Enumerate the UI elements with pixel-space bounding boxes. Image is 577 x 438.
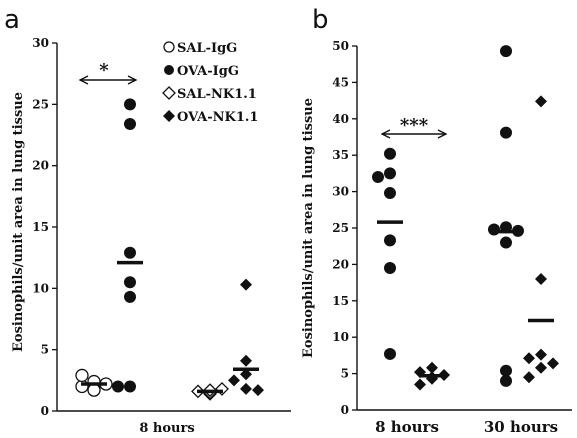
data-point-ova-igg <box>124 380 136 393</box>
data-point-ova-igg <box>124 117 136 130</box>
y-tick-label: 30 <box>32 36 49 50</box>
data-point-8-hours-ova-igg <box>384 262 396 275</box>
legend-item-sal-nk11: SAL-NK1.1 <box>162 86 257 102</box>
legend-item-ova-igg: OVA-IgG <box>164 64 239 79</box>
panel-a-x-axis-label: 8 hours <box>139 421 194 436</box>
data-point-30-hours-ova-igg <box>500 236 512 249</box>
data-point-30-hours-ova-nk1-1 <box>535 348 547 361</box>
data-point-8-hours-ova-igg <box>384 167 396 180</box>
legend-item-ova-nk11: OVA-NK1.1 <box>163 110 258 125</box>
data-point-ova-nk1-1 <box>240 368 252 381</box>
legend-item-sal-igg: SAL-IgG <box>163 41 237 56</box>
data-point-30-hours-ova-nk1-1 <box>547 357 559 370</box>
y-tick-label: 10 <box>32 281 49 295</box>
data-point-ova-nk1-1 <box>240 354 252 367</box>
data-point-30-hours-ova-igg <box>500 126 512 139</box>
data-point-30-hours-ova-igg <box>488 223 500 236</box>
data-point-30-hours-ova-igg <box>500 364 512 377</box>
data-point-ova-nk1-1 <box>240 382 252 395</box>
data-point-ova-igg <box>124 98 136 111</box>
data-point-ova-nk1-1 <box>252 384 264 397</box>
y-tick-label: 25 <box>32 97 49 111</box>
data-point-ova-nk1-1 <box>228 374 240 387</box>
legend-filled-circle-marker <box>164 65 174 75</box>
legend-open-circle-marker <box>163 41 175 53</box>
y-tick-label: 0 <box>341 403 349 417</box>
panel-b-letter: b <box>312 5 329 35</box>
panel-a-legend: SAL-IgG OVA-IgG SAL-NK1.1 OVA-NK1.1 <box>162 41 258 125</box>
data-point-ova-igg <box>124 290 136 303</box>
data-point-30-hours-ova-nk1-1 <box>523 352 535 365</box>
panel-b-marks <box>372 45 559 391</box>
y-tick-label: 25 <box>332 221 349 235</box>
data-point-ova-igg <box>112 380 124 393</box>
y-tick-label: 40 <box>332 112 349 126</box>
y-tick-label: 15 <box>32 220 49 234</box>
y-tick-label: 5 <box>341 367 349 381</box>
panel-b-x-category-30-hours: 30 hours <box>484 418 558 436</box>
data-point-8-hours-ova-igg <box>384 347 396 360</box>
legend-label-ova-nk11: OVA-NK1.1 <box>177 110 258 125</box>
data-point-30-hours-ova-nk1-1 <box>535 361 547 374</box>
y-tick-label: 10 <box>332 330 349 344</box>
y-tick-label: 15 <box>332 294 349 308</box>
panel-a-significance-label: * <box>99 60 109 81</box>
data-point-8-hours-ova-igg <box>372 171 384 184</box>
panel-a-letter: a <box>4 5 20 35</box>
y-tick-label: 35 <box>332 148 349 162</box>
panel-b-significance-label: *** <box>400 115 429 136</box>
panel-a-ticks: 0 5 10 15 20 25 30 <box>32 36 57 418</box>
y-tick-label: 45 <box>332 75 349 89</box>
y-tick-label: 30 <box>332 185 349 199</box>
y-tick-label: 50 <box>332 39 349 53</box>
y-tick-label: 5 <box>41 343 49 357</box>
data-point-sal-igg <box>87 383 101 397</box>
y-tick-label: 20 <box>332 257 349 271</box>
data-point-30-hours-ova-igg <box>500 374 512 387</box>
data-point-8-hours-ova-igg <box>384 147 396 160</box>
data-point-ova-igg <box>124 276 136 289</box>
data-point-ova-igg <box>124 246 136 259</box>
data-point-30-hours-ova-igg <box>500 45 512 58</box>
y-tick-label: 0 <box>41 404 49 418</box>
legend-label-sal-nk11: SAL-NK1.1 <box>177 87 257 102</box>
legend-open-diamond-marker <box>162 86 176 100</box>
data-point-8-hours-ova-igg <box>384 187 396 200</box>
data-point-8-hours-ova-nk1-1 <box>414 378 426 391</box>
data-point-30-hours-ova-nk1-1 <box>535 272 547 285</box>
panel-b-x-category-8-hours: 8 hours <box>375 418 439 436</box>
data-point-sal-igg <box>75 368 89 383</box>
data-point-30-hours-ova-nk1-1 <box>535 95 547 108</box>
panel-b-ticks: 0 5 10 15 20 25 30 35 40 45 50 <box>332 39 357 417</box>
panel-a: a Eosinophils/unit area in lung tissue 8… <box>4 5 291 436</box>
legend-filled-diamond-marker <box>163 110 175 122</box>
panel-a-y-axis-label: Eosinophils/unit area in lung tissue <box>11 92 26 352</box>
data-point-8-hours-ova-nk1-1 <box>426 361 438 374</box>
data-point-30-hours-ova-nk1-1 <box>523 371 535 384</box>
y-tick-label: 20 <box>32 159 49 173</box>
panel-b: b Eosinophils/unit area in lung tissue 0… <box>301 5 572 436</box>
legend-label-sal-igg: SAL-IgG <box>177 41 237 56</box>
panel-a-marks <box>75 98 264 401</box>
legend-label-ova-igg: OVA-IgG <box>177 64 239 79</box>
data-point-8-hours-ova-igg <box>384 234 396 247</box>
data-point-ova-nk1-1 <box>240 278 252 291</box>
panel-b-y-axis-label: Eosinophils/unit area in lung tissue <box>301 98 316 358</box>
